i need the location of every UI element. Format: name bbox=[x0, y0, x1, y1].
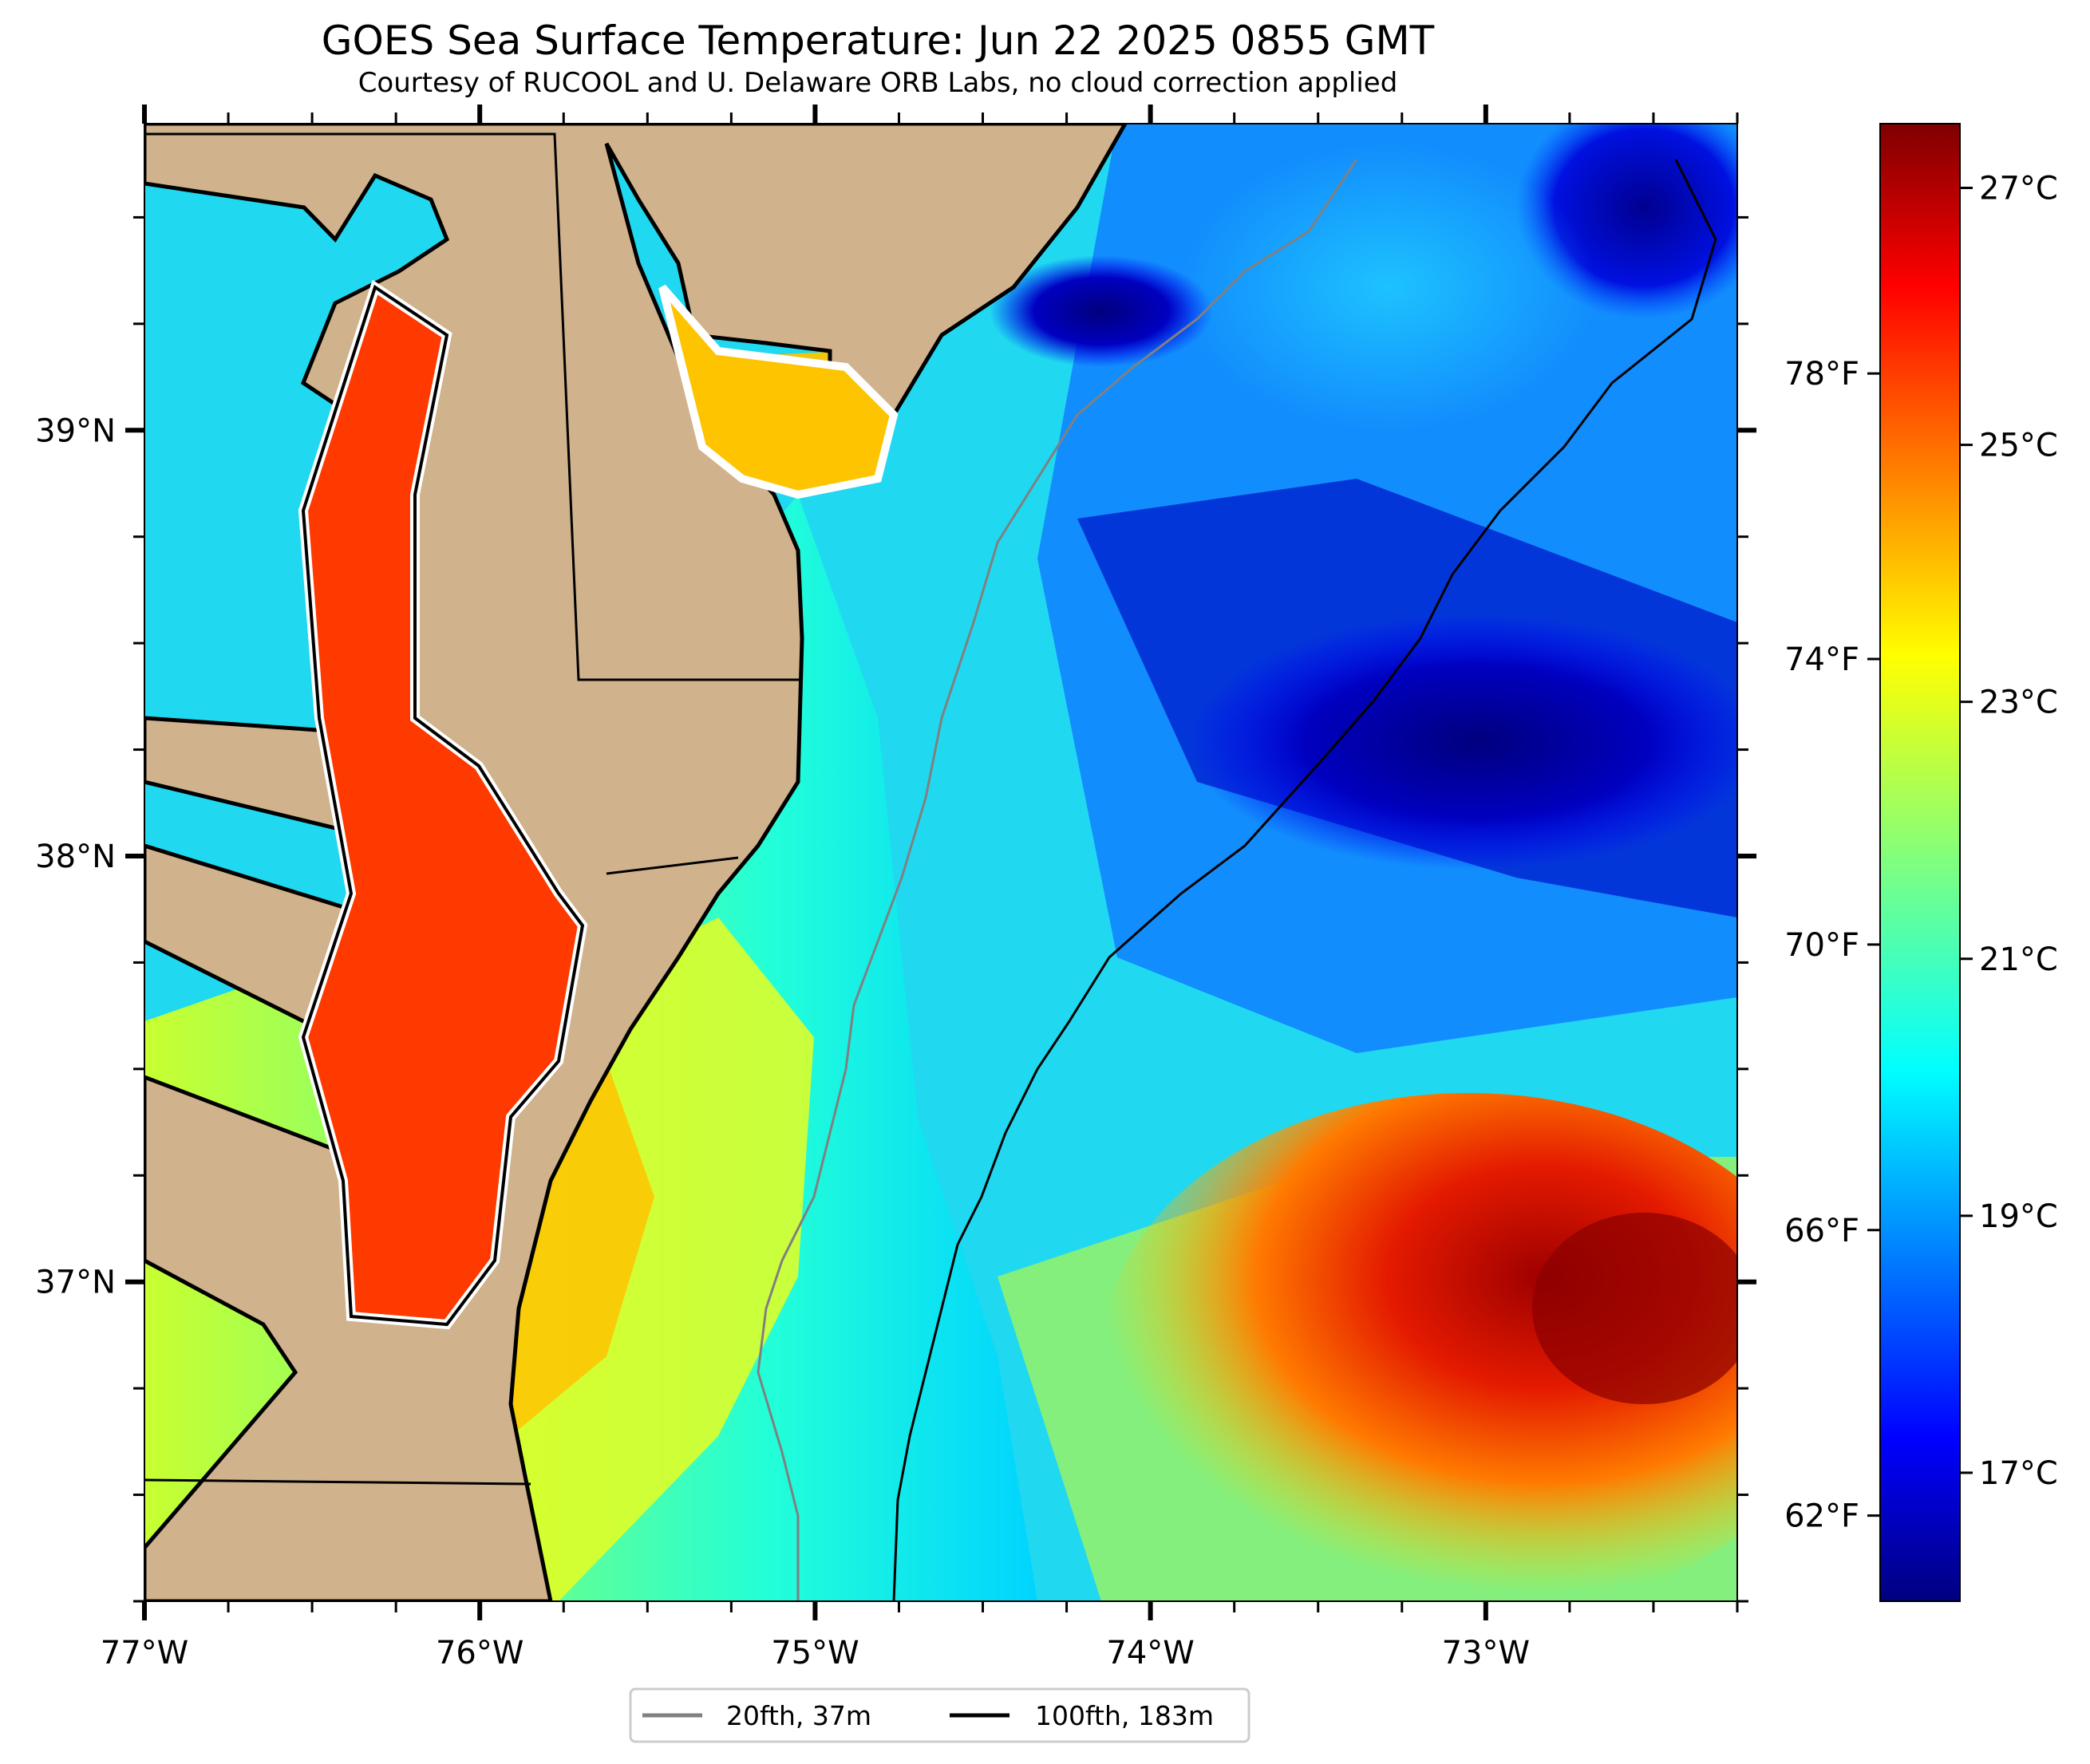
colorbar-c-label: 27°C bbox=[1979, 171, 2058, 207]
map-title: GOES Sea Surface Temperature: Jun 22 202… bbox=[321, 18, 1435, 64]
lat-tick-label: 37°N bbox=[35, 1265, 116, 1301]
colorbar: 27°C 25°C 23°C 21°C 19°C 17°C 78°F 74°F 70°F 66°F… bbox=[1784, 123, 2058, 1602]
legend: 20fth, 37m 100fth, 183m bbox=[629, 1687, 1250, 1743]
isobath-100fth bbox=[892, 159, 1717, 1601]
colorbar-f-label: 78°F bbox=[1784, 356, 1859, 393]
lat-tick-label: 38°N bbox=[35, 839, 116, 875]
delaware-bay bbox=[658, 284, 899, 499]
map-subtitle: Courtesy of RUCOOL and U. Delaware ORB L… bbox=[358, 67, 1398, 99]
state-border-md-va bbox=[606, 856, 739, 875]
lat-tick-label: 39°N bbox=[35, 412, 116, 449]
legend-label-100fth: 100fth, 183m bbox=[1035, 1700, 1214, 1731]
lon-tick-label: 77°W bbox=[101, 1635, 188, 1671]
colorbar-f-label: 66°F bbox=[1784, 1213, 1859, 1249]
state-border-md-de bbox=[144, 132, 802, 681]
colorbar-c-label: 21°C bbox=[1979, 941, 2058, 978]
colorbar-c-label: 19°C bbox=[1979, 1198, 2058, 1235]
colorbar-c-label: 25°C bbox=[1979, 428, 2058, 464]
legend-box bbox=[629, 1687, 1250, 1743]
colorbar-f-label: 74°F bbox=[1784, 641, 1859, 678]
colorbar-c-label: 17°C bbox=[1979, 1455, 2058, 1492]
lon-tick-label: 73°W bbox=[1442, 1635, 1530, 1671]
map-frame bbox=[144, 123, 1738, 1602]
lon-tick-label: 74°W bbox=[1106, 1635, 1194, 1671]
isobaths bbox=[757, 159, 1717, 1601]
colorbar-gradient bbox=[1879, 123, 1961, 1602]
state-border-va-nc bbox=[144, 1478, 531, 1486]
map-axes: 77°W 76°W 75°W 74°W 73°W 39°N 38°N 37°N bbox=[35, 105, 1756, 1671]
lon-tick-label: 75°W bbox=[771, 1635, 859, 1671]
lon-tick-label: 76°W bbox=[436, 1635, 523, 1671]
colorbar-c-label: 23°C bbox=[1979, 685, 2058, 721]
land-group bbox=[144, 124, 1128, 1601]
isobath-20fth bbox=[757, 159, 1358, 1601]
colorbar-f-label: 62°F bbox=[1784, 1498, 1859, 1535]
legend-label-20fth: 20fth, 37m bbox=[726, 1700, 871, 1731]
colorbar-f-label: 70°F bbox=[1784, 927, 1859, 964]
